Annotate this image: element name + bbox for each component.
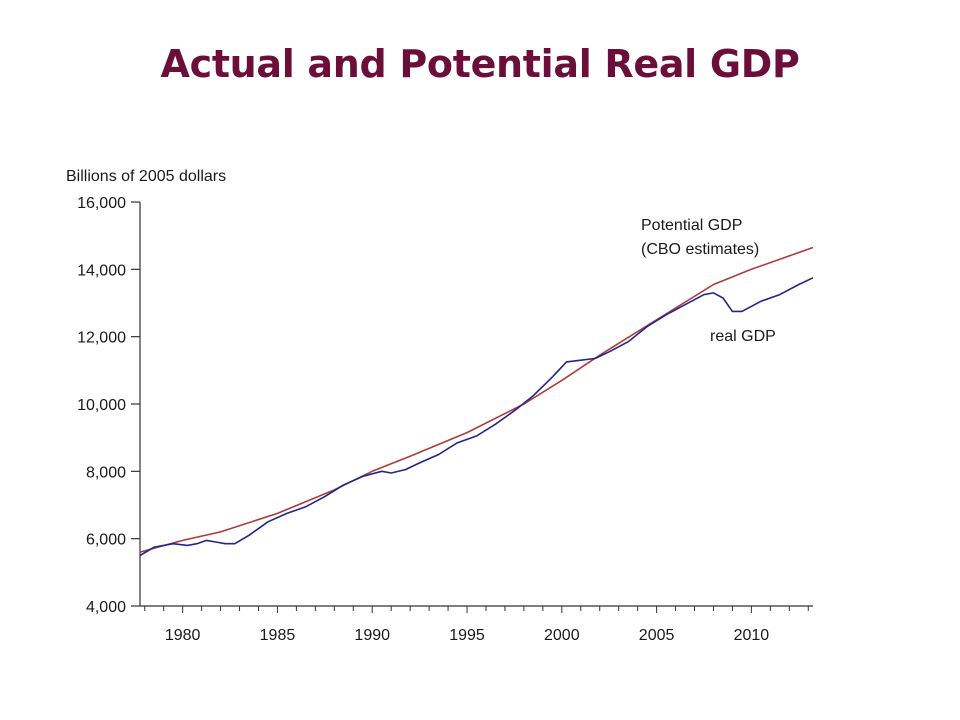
y-tick-label: 6,000 bbox=[86, 532, 126, 549]
chart-axes: 4,000 6,000 8,000 10,000 12,000 14,000 16,000 1… bbox=[77, 195, 813, 644]
x-tick-label: 1985 bbox=[260, 627, 296, 644]
x-tick-label: 1990 bbox=[354, 627, 390, 644]
series-label-line: (CBO estimates) bbox=[641, 241, 759, 258]
x-tick-label: 2010 bbox=[734, 627, 770, 644]
series-label-line: real GDP bbox=[710, 328, 776, 345]
series-label-real-gdp: real GDP bbox=[710, 328, 776, 345]
y-tick-label: 16,000 bbox=[77, 195, 126, 212]
y-tick-label: 14,000 bbox=[77, 262, 126, 279]
slide-title: Actual and Potential Real GDP bbox=[160, 42, 800, 86]
series-labels: Potential GDP (CBO estimates) real GDP bbox=[641, 217, 776, 345]
y-tick-label: 8,000 bbox=[86, 464, 126, 481]
x-tick-label: 2005 bbox=[639, 627, 675, 644]
series-line-potential-gdp bbox=[139, 246, 814, 553]
series-line-real-gdp bbox=[139, 277, 814, 557]
y-tick-label: 10,000 bbox=[77, 397, 126, 414]
series-label-potential-gdp: Potential GDP (CBO estimates) bbox=[641, 217, 759, 258]
y-tick-label: 12,000 bbox=[77, 330, 126, 347]
y-tick-label: 4,000 bbox=[86, 599, 126, 616]
x-tick-label: 1995 bbox=[449, 627, 485, 644]
y-axis-label: Billions of 2005 dollars bbox=[66, 168, 226, 185]
series-layer bbox=[139, 246, 814, 557]
x-tick-label: 2000 bbox=[544, 627, 580, 644]
series-label-line: Potential GDP bbox=[641, 217, 742, 234]
x-tick-label: 1980 bbox=[165, 627, 201, 644]
